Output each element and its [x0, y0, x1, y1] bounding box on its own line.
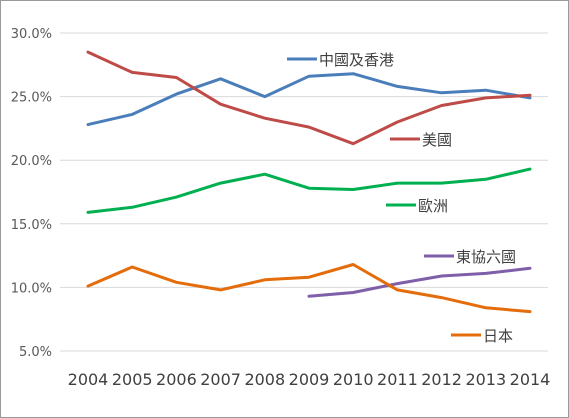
y-tick-label: 15.0% [11, 218, 52, 233]
x-tick-label: 2011 [377, 370, 418, 389]
x-tick-label: 2012 [421, 370, 462, 389]
y-tick-label: 10.0% [11, 281, 52, 296]
series-label: 東協六國 [456, 248, 516, 266]
y-tick-label: 30.0% [11, 27, 52, 42]
x-tick-label: 2008 [244, 370, 285, 389]
x-tick-label: 2004 [68, 370, 109, 389]
series-label: 中國及香港 [319, 51, 394, 69]
y-tick-label: 25.0% [11, 91, 52, 106]
x-tick-label: 2010 [333, 370, 374, 389]
x-tick-label: 2014 [510, 370, 551, 389]
x-tick-label: 2005 [112, 370, 153, 389]
x-tick-label: 2006 [156, 370, 197, 389]
y-tick-label: 5.0% [19, 345, 52, 360]
series-line [86, 167, 532, 214]
series-line [86, 263, 532, 314]
series-label: 美國 [422, 131, 452, 149]
series-line [86, 72, 532, 127]
series-line [86, 50, 532, 146]
y-tick-label: 20.0% [11, 154, 52, 169]
x-tick-label: 2007 [200, 370, 241, 389]
series-line [307, 266, 532, 298]
series-label: 日本 [483, 327, 513, 345]
x-tick-label: 2009 [289, 370, 330, 389]
x-tick-label: 2013 [465, 370, 506, 389]
series-label: 歐洲 [418, 197, 448, 215]
